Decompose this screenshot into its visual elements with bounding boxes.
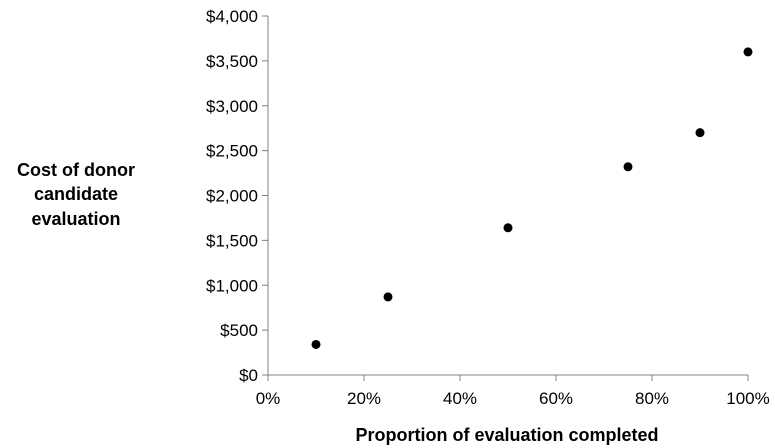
x-tick-label: 100%	[726, 389, 769, 408]
axes	[267, 16, 748, 376]
data-point	[503, 223, 513, 233]
y-tick-label: $4,000	[206, 7, 258, 26]
x-axis-label: Proportion of evaluation completed	[355, 425, 658, 445]
data-points	[311, 47, 753, 349]
y-tick-label: $3,500	[206, 52, 258, 71]
y-tick-label: $2,500	[206, 142, 258, 161]
y-axis-ticks: $0 $500 $1,000 $1,500 $2,000 $2,500 $3,000 $3,5…	[206, 7, 268, 385]
data-point	[383, 292, 393, 302]
y-axis-label-line-1: Cost of donor	[17, 160, 135, 180]
y-axis-label-line-3: evaluation	[31, 209, 120, 229]
y-tick-label: $1,000	[206, 276, 258, 295]
x-tick-label: 0%	[256, 389, 281, 408]
data-point	[623, 162, 633, 172]
y-tick-label: $2,000	[206, 187, 258, 206]
data-point	[695, 128, 705, 138]
y-axis-label-line-2: candidate	[34, 184, 118, 204]
y-tick-label: $500	[220, 321, 258, 340]
data-point	[311, 339, 321, 349]
y-tick-label: $0	[239, 366, 258, 385]
x-tick-label: 20%	[347, 389, 381, 408]
x-axis-ticks: 0% 20% 40% 60% 80% 100%	[256, 375, 770, 408]
x-tick-label: 80%	[635, 389, 669, 408]
data-point	[743, 47, 753, 57]
x-tick-label: 40%	[443, 389, 477, 408]
y-tick-label: $3,000	[206, 97, 258, 116]
y-tick-label: $1,500	[206, 231, 258, 250]
x-tick-label: 60%	[539, 389, 573, 408]
